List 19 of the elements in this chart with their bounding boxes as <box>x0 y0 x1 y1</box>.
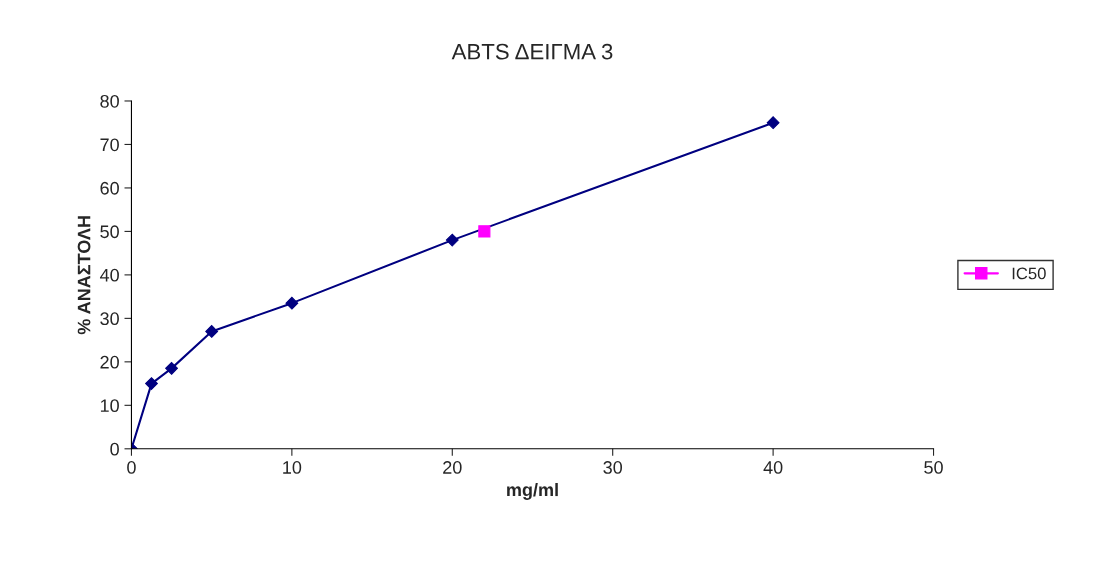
x-tick-label: 0 <box>127 461 136 474</box>
x-tick-label: 40 <box>763 461 783 474</box>
x-tick-label: 10 <box>283 461 302 474</box>
y-tick-label: 80 <box>100 94 119 108</box>
y-tick-label: 20 <box>100 355 119 369</box>
y-tick-label: 10 <box>100 399 119 413</box>
x-axis-title: mg/ml <box>507 482 558 500</box>
y-tick-label: 70 <box>100 138 119 152</box>
chart-title: ABTS ΔΕΙΓΜΑ 3 <box>451 43 613 60</box>
y-tick-label: 40 <box>99 268 119 282</box>
y-tick-label: 60 <box>100 181 119 195</box>
y-axis-title: % ΑΝΑΣΤΟΛΗ <box>77 216 91 335</box>
x-tick-label: 50 <box>924 461 943 474</box>
y-tick-label: 50 <box>100 225 119 239</box>
y-tick-label: 30 <box>100 312 119 326</box>
y-tick-label: 0 <box>110 442 119 456</box>
legend-label: IC50 <box>1012 267 1046 280</box>
x-tick-label: 30 <box>603 461 623 474</box>
x-tick-label: 20 <box>443 461 462 474</box>
